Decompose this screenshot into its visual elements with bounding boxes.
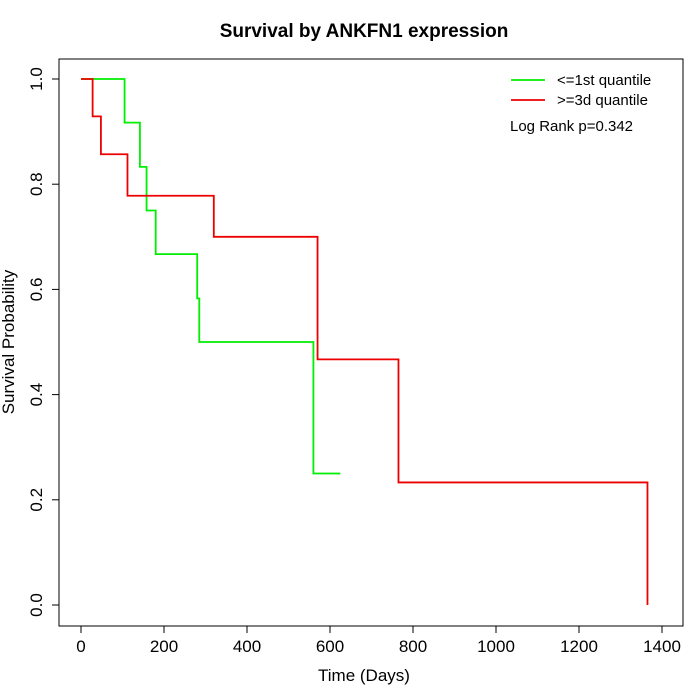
x-tick-label: 0: [76, 637, 85, 656]
y-tick-label: 1.0: [27, 67, 46, 91]
plot-frame: [58, 58, 684, 627]
y-tick-label: 0.6: [27, 278, 46, 302]
y-axis-label: Survival Probability: [0, 269, 18, 414]
series-layer: [81, 78, 649, 605]
chart-title: Survival by ANKFN1 expression: [220, 21, 509, 42]
log-rank-annotation: Log Rank p=0.342: [510, 118, 633, 135]
legend-label-0: <=1st quantile: [557, 72, 651, 89]
x-tick-label: 1400: [643, 637, 681, 656]
y-tick-label: 0.0: [27, 593, 46, 617]
y-tick-label: 0.2: [27, 488, 46, 512]
series-line-0: [81, 78, 341, 475]
x-tick-label: 200: [150, 637, 178, 656]
series-line-1: [81, 78, 649, 605]
x-tick-label: 1200: [560, 637, 598, 656]
legend: <=1st quantile >=3d quantile: [511, 72, 651, 109]
x-tick-label: 400: [233, 637, 261, 656]
y-axis: 0.0 0.2 0.4 0.6 0.8 1.0: [27, 67, 60, 617]
x-tick-label: 600: [316, 637, 344, 656]
y-tick-label: 0.4: [27, 383, 46, 407]
x-axis: 0 200 400 600 800 1000 1200 1400: [76, 625, 681, 656]
x-tick-label: 800: [399, 637, 427, 656]
x-tick-label: 1000: [477, 637, 515, 656]
x-axis-label: Time (Days): [318, 666, 410, 685]
y-tick-label: 0.8: [27, 172, 46, 196]
legend-label-1: >=3d quantile: [557, 92, 648, 109]
